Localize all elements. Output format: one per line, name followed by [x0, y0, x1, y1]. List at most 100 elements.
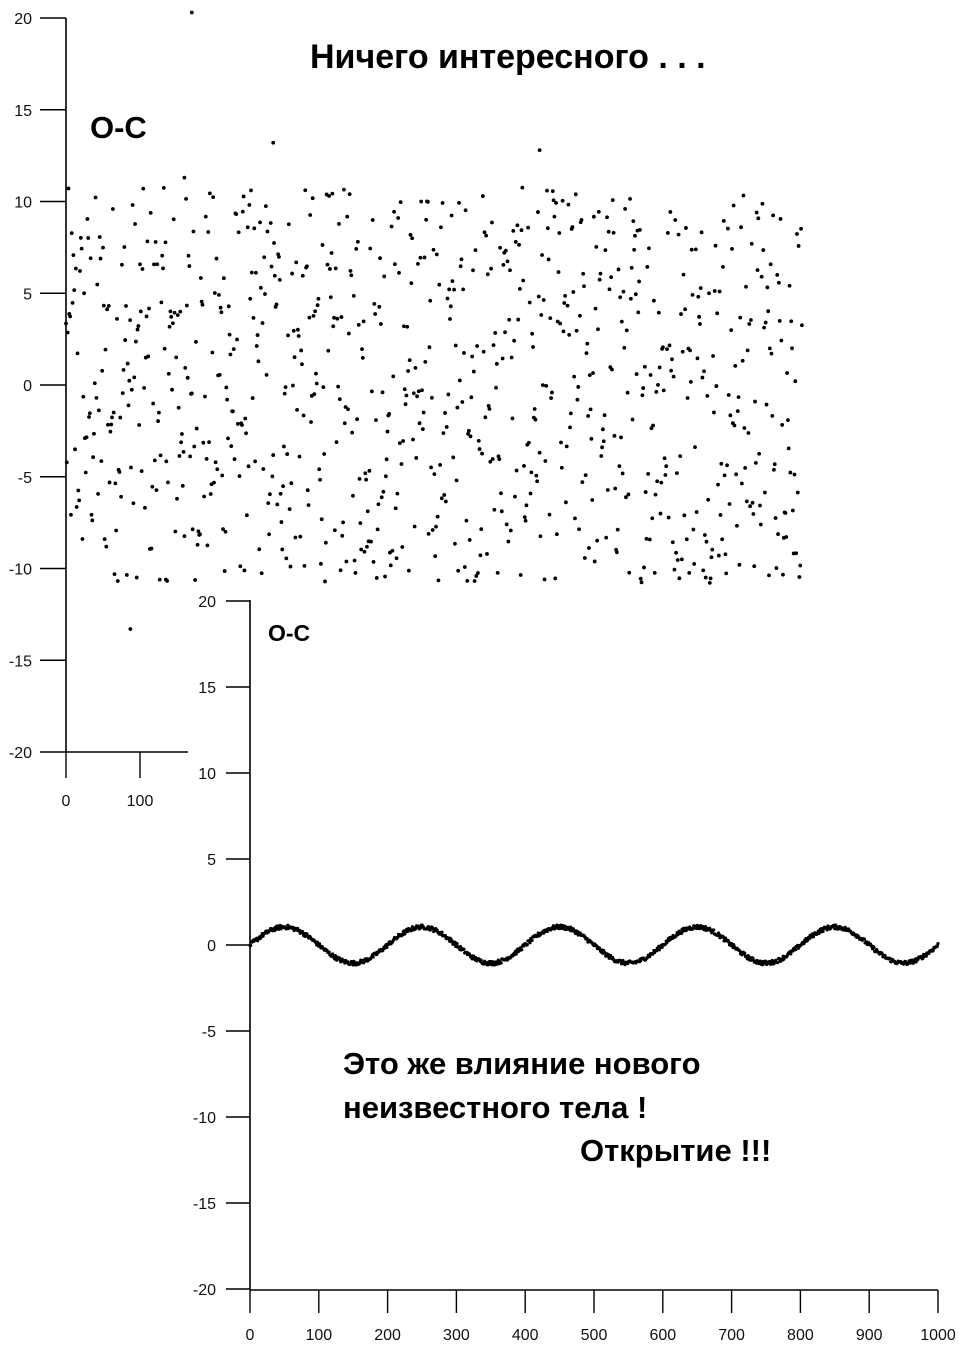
noise-chart-point [303, 188, 308, 193]
noise-chart-point [140, 267, 145, 271]
signal-chart: -20 -15 -10 -5 0 5 10 15 20 0 100 200 300 400 500 600 7… [193, 594, 956, 1344]
noise-chart-point [482, 230, 487, 235]
noise-chart-point [379, 495, 384, 500]
noise-chart-point [548, 316, 553, 321]
noise-chart-point [175, 496, 179, 501]
noise-chart-point [583, 473, 588, 477]
noise-chart-point [64, 321, 68, 326]
noise-chart-point [342, 187, 346, 192]
noise-chart-point [285, 452, 290, 456]
noise-chart-point [618, 295, 623, 300]
noise-chart-point [161, 185, 166, 190]
noise-chart-y-tick-label: 10 [14, 195, 32, 212]
noise-chart-point [182, 534, 187, 539]
noise-chart-point [223, 529, 228, 534]
signal-chart-y-tick-label: 5 [207, 852, 216, 869]
noise-chart-point [799, 226, 803, 231]
noise-chart-point [155, 262, 160, 267]
noise-chart-point [642, 565, 646, 570]
noise-chart-point [277, 278, 282, 282]
noise-chart-point [739, 481, 744, 486]
noise-chart-point [599, 454, 604, 458]
noise-chart-point [301, 413, 306, 418]
noise-chart-point [709, 555, 714, 560]
noise-chart-point [770, 413, 775, 418]
noise-chart-point [638, 227, 642, 232]
noise-chart-point [360, 355, 365, 360]
noise-chart-point [688, 348, 692, 353]
noise-chart-point [162, 346, 167, 351]
noise-chart-point [724, 571, 729, 576]
noise-chart-point [186, 253, 191, 258]
noise-chart-point [475, 344, 480, 348]
noise-chart-point [397, 441, 402, 445]
noise-chart-point [596, 209, 601, 214]
noise-chart-point [679, 312, 683, 316]
noise-chart-point [221, 276, 226, 281]
noise-chart-point [606, 229, 611, 234]
noise-chart-point [92, 431, 96, 436]
noise-chart-point [465, 578, 470, 583]
noise-chart-point [587, 373, 592, 378]
signal-chart-point [862, 937, 866, 941]
noise-chart-point [383, 574, 387, 579]
noise-chart-point [314, 381, 319, 386]
noise-chart-point [327, 194, 332, 198]
noise-chart-point [499, 491, 503, 496]
noise-chart-point [229, 444, 234, 449]
noise-chart-point [428, 298, 433, 303]
noise-chart-point [151, 401, 156, 406]
noise-chart-point [499, 509, 504, 514]
noise-chart-point [359, 547, 364, 552]
noise-chart-point [374, 418, 378, 422]
noise-chart-point [681, 272, 686, 277]
noise-chart-point [710, 547, 715, 552]
noise-chart-point [199, 299, 204, 304]
noise-chart-point [248, 296, 253, 301]
noise-chart-point [516, 317, 521, 322]
noise-chart-point [489, 266, 493, 271]
noise-chart-point [383, 474, 388, 479]
noise-chart-point [704, 539, 709, 544]
signal-chart-y-tick-label: -20 [193, 1282, 216, 1299]
noise-chart-point [214, 256, 219, 261]
noise-chart-point [508, 528, 513, 533]
noise-chart-point [553, 576, 558, 581]
noise-chart-point [407, 358, 412, 363]
noise-chart-point [495, 570, 500, 575]
noise-chart-point [780, 423, 785, 427]
noise-chart-point [110, 415, 114, 420]
noise-chart-point [282, 391, 287, 396]
noise-chart-point [183, 365, 188, 370]
noise-chart-point [620, 471, 625, 476]
noise-chart-point [446, 392, 451, 397]
noise-chart-point [598, 271, 603, 276]
noise-chart-y-tick-label: 5 [23, 286, 32, 303]
noise-chart-point [456, 568, 461, 573]
noise-chart-point [238, 564, 243, 569]
noise-chart-point [375, 527, 380, 532]
noise-chart-point [612, 433, 617, 438]
noise-chart-point [170, 321, 175, 326]
noise-chart-point [64, 460, 69, 465]
noise-chart-point [309, 420, 313, 424]
noise-chart-point [716, 553, 721, 558]
signal-chart-point [789, 952, 793, 956]
noise-chart-point [437, 282, 442, 287]
noise-chart-point [674, 550, 678, 555]
noise-chart-point [764, 402, 769, 407]
noise-chart-point [170, 387, 174, 392]
noise-chart-point [169, 314, 174, 319]
noise-chart-point [713, 243, 718, 248]
noise-chart-point [117, 470, 122, 474]
noise-chart-point [559, 465, 564, 470]
noise-chart-point [794, 551, 799, 556]
noise-chart-point [256, 359, 261, 364]
noise-chart-point [523, 518, 528, 523]
noise-chart-point [540, 253, 544, 257]
noise-chart-point [138, 309, 143, 314]
noise-chart-point [468, 434, 473, 439]
noise-chart-point [518, 573, 523, 577]
noise-chart-point [691, 527, 696, 532]
noise-chart-point [112, 572, 117, 577]
